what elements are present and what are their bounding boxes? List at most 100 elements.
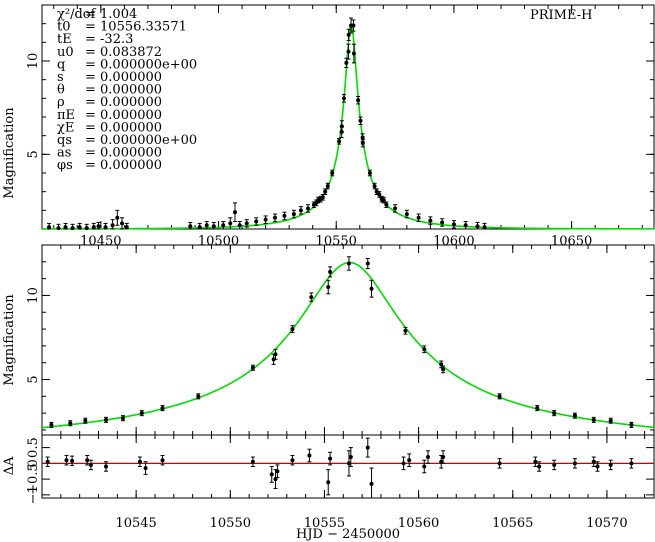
data-point: [344, 57, 349, 69]
data-point: [120, 415, 125, 422]
data-point: [273, 469, 278, 490]
data-point: [298, 206, 303, 215]
y-tick-label: 5: [26, 375, 41, 383]
data-marker: [365, 261, 370, 266]
data-point: [428, 216, 433, 225]
data-point: [591, 416, 596, 423]
data-marker: [422, 464, 427, 469]
data-marker: [401, 461, 406, 466]
residual-panel: 10545 10550 10555 10560 10565 10570 −1−0.500.5: [26, 435, 654, 531]
param-label: u0: [57, 45, 74, 60]
data-marker: [45, 459, 50, 464]
data-point: [608, 417, 613, 424]
param-value: = 0.000000: [85, 83, 162, 98]
data-point: [137, 456, 142, 467]
param-label: ρ: [57, 95, 65, 110]
data-marker: [416, 215, 421, 220]
x-tick-label: 10565: [492, 516, 533, 531]
data-marker: [204, 223, 209, 228]
data-marker: [160, 406, 165, 411]
param-label: tE: [57, 32, 72, 47]
data-point: [381, 196, 386, 204]
data-marker: [439, 362, 444, 367]
param-label: χE: [57, 120, 74, 135]
data-marker: [344, 60, 349, 65]
y-tick-label: 10: [26, 53, 41, 70]
data-point: [535, 405, 540, 412]
data-point: [326, 469, 331, 496]
data-point: [233, 202, 238, 223]
data-point: [349, 17, 354, 34]
data-point: [91, 222, 96, 230]
param-value: = 0.000000: [85, 146, 162, 161]
data-point: [124, 222, 129, 230]
data-marker: [237, 223, 242, 228]
data-marker: [381, 198, 386, 203]
data-marker: [358, 118, 363, 123]
data-point: [204, 221, 209, 230]
data-marker: [360, 141, 365, 146]
data-point: [367, 169, 372, 177]
data-point: [77, 222, 82, 230]
data-marker: [356, 98, 361, 103]
y-tick-label: 0.5: [26, 437, 41, 458]
data-marker: [197, 225, 202, 230]
data-marker: [441, 367, 446, 372]
residual-y-axis-title: ΔA: [2, 456, 17, 475]
data-marker: [309, 295, 314, 300]
data-marker: [103, 225, 108, 230]
data-marker: [351, 51, 356, 56]
data-point: [351, 19, 356, 32]
data-marker: [143, 466, 148, 471]
data-marker: [120, 416, 125, 421]
data-point: [290, 325, 295, 333]
y-tick-label: −1: [26, 485, 41, 504]
data-marker: [68, 421, 73, 426]
data-point: [273, 213, 278, 223]
data-point: [63, 222, 68, 230]
data-marker: [422, 347, 427, 352]
data-marker: [426, 455, 431, 460]
data-point: [211, 221, 216, 230]
data-point: [552, 410, 557, 417]
y-tick-label: 0: [26, 459, 41, 467]
data-point: [254, 217, 259, 226]
data-marker: [290, 458, 295, 463]
data-point: [197, 222, 202, 230]
param-label: φs: [57, 158, 73, 173]
data-marker: [56, 226, 61, 231]
data-marker: [70, 458, 75, 463]
data-marker: [85, 458, 90, 463]
data-marker: [49, 422, 54, 427]
data-point: [282, 211, 287, 221]
data-marker: [365, 445, 370, 450]
param-label: q: [57, 57, 65, 72]
data-marker: [298, 208, 303, 213]
data-point: [84, 223, 89, 231]
data-marker: [254, 219, 259, 224]
data-point: [263, 215, 268, 224]
param-label: t0: [57, 20, 71, 35]
data-marker: [269, 472, 274, 477]
data-marker: [407, 458, 412, 463]
data-point: [307, 448, 312, 463]
data-point: [341, 94, 346, 103]
data-marker: [367, 171, 372, 175]
y-tick-label: 10: [26, 287, 41, 304]
data-point: [537, 461, 542, 472]
data-marker: [369, 481, 374, 486]
data-marker: [273, 215, 278, 220]
data-point: [608, 459, 613, 471]
data-point: [440, 218, 445, 227]
data-point: [482, 222, 487, 230]
data-point: [358, 116, 363, 125]
data-point: [533, 456, 538, 467]
data-marker: [263, 217, 268, 222]
data-marker: [393, 206, 398, 211]
param-value: = 0.000000: [85, 158, 162, 173]
param-value: = 0.000000: [85, 95, 162, 110]
param-value: = 0.000000: [85, 70, 162, 85]
data-marker: [428, 218, 433, 223]
data-marker: [591, 417, 596, 422]
data-point: [237, 221, 242, 230]
